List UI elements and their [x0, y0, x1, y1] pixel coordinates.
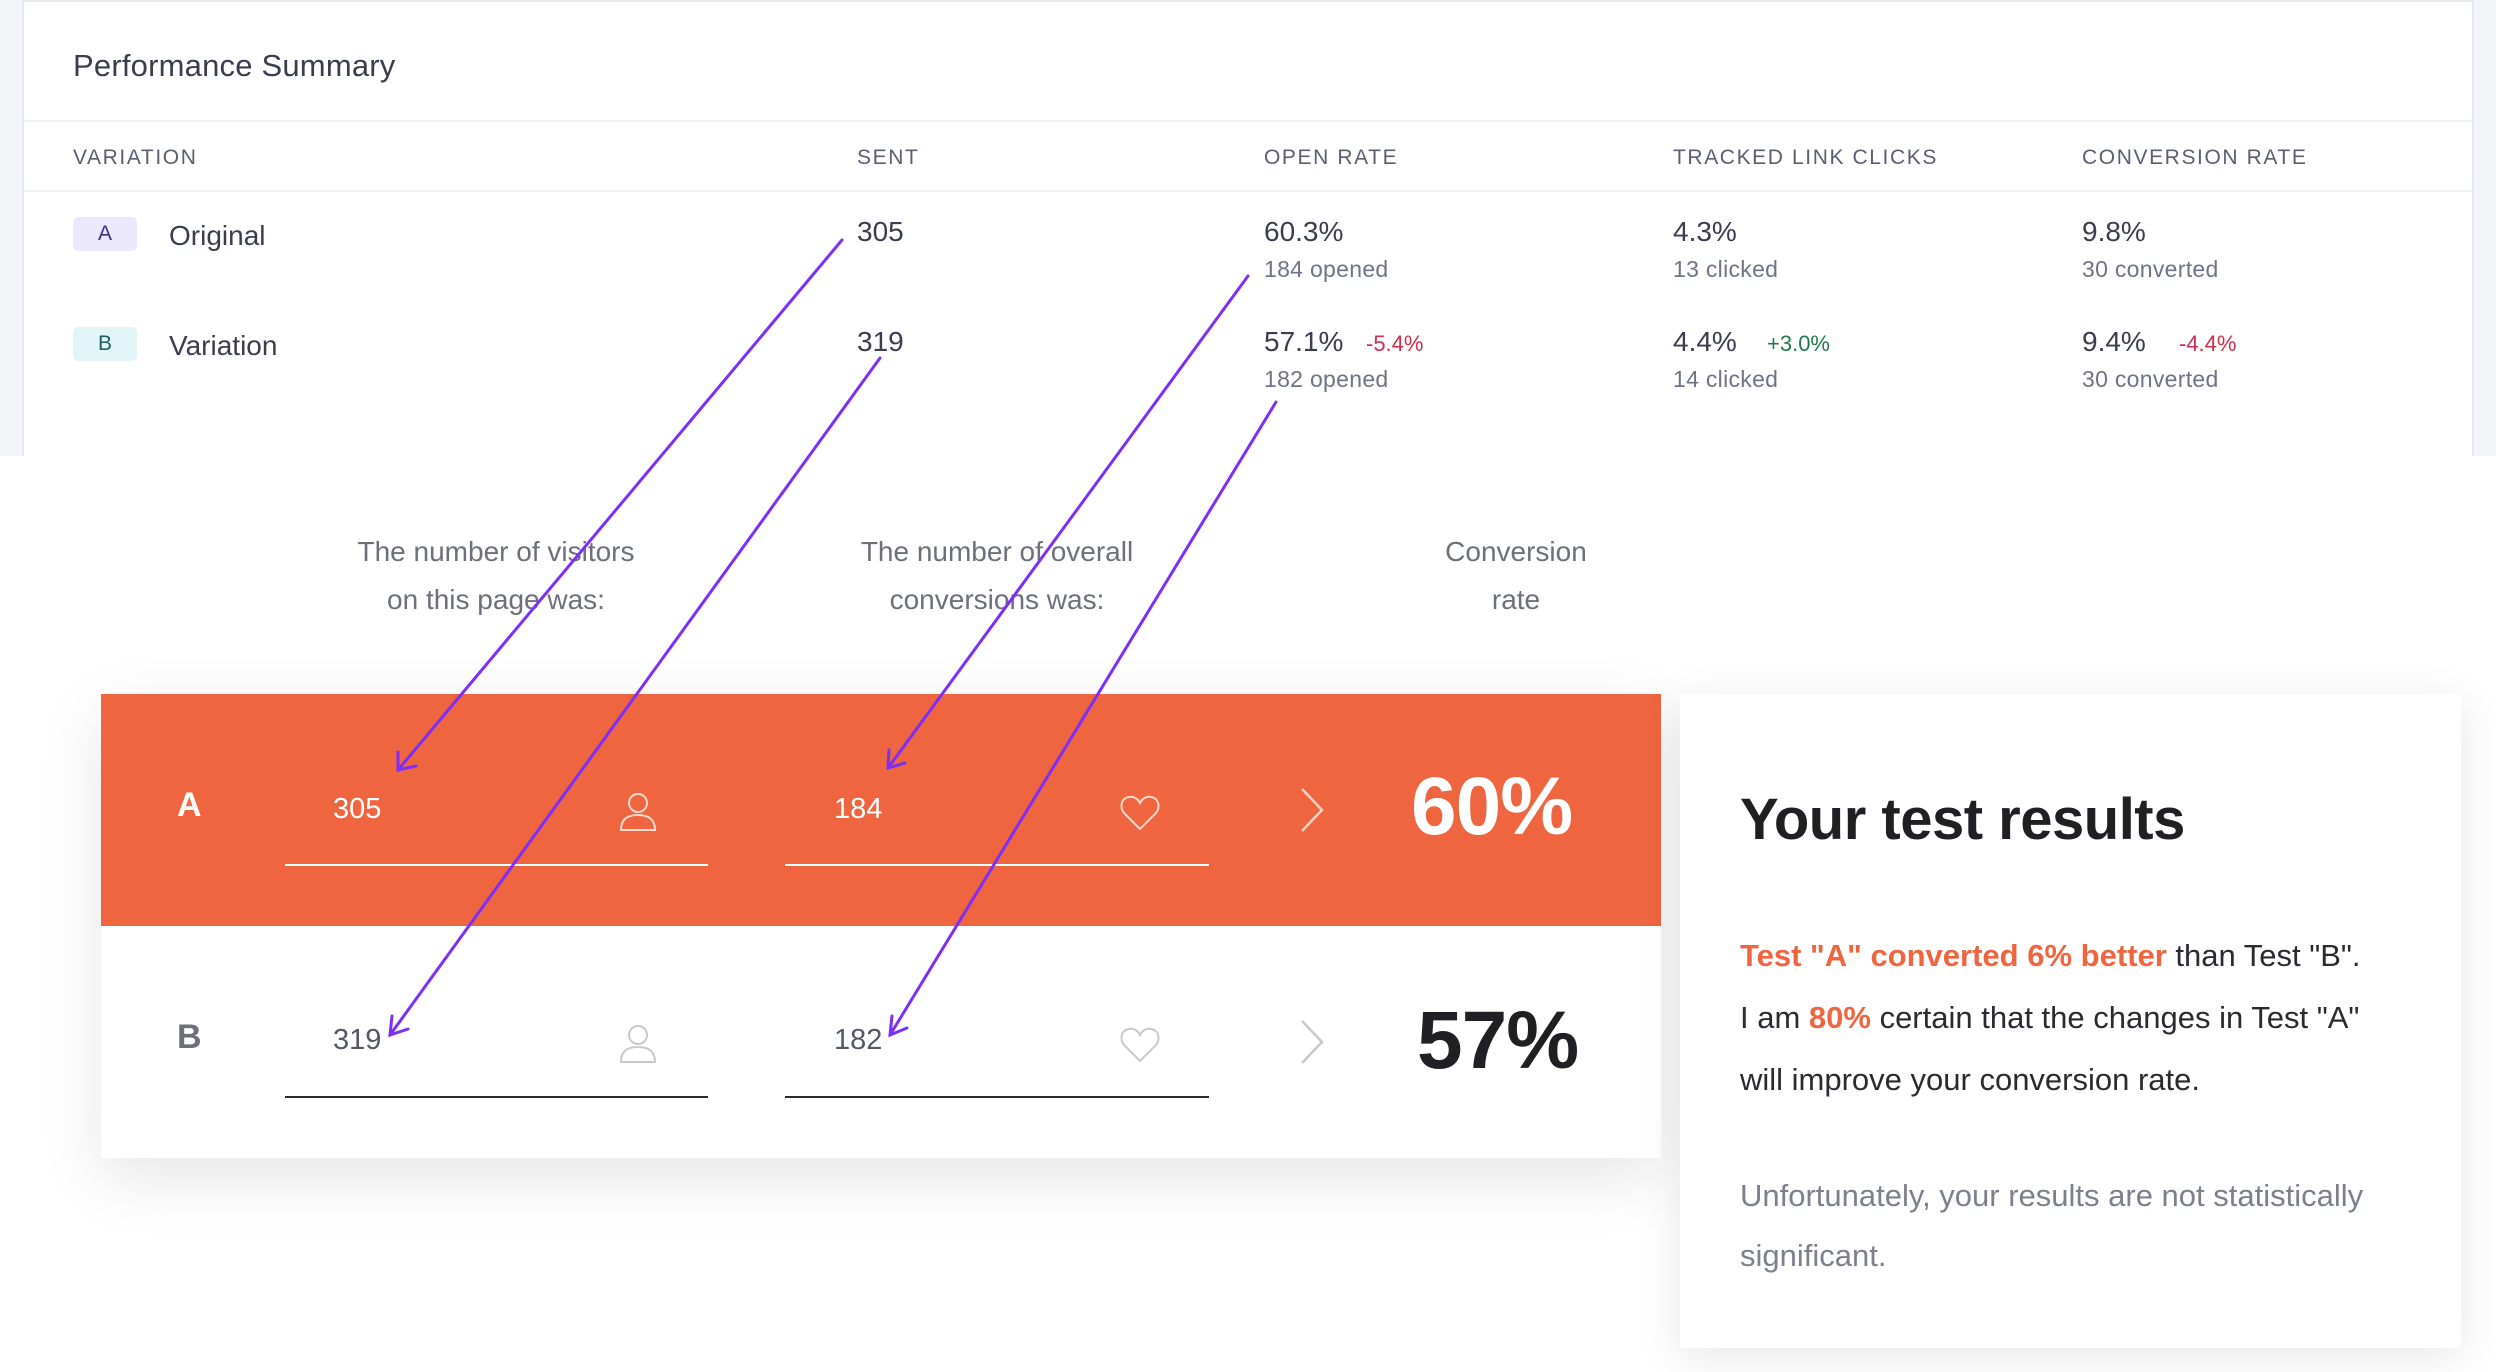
conversions-label-line2: conversions was: — [889, 584, 1105, 615]
visitors-underline — [285, 1096, 708, 1098]
visitors-underline — [285, 864, 708, 866]
results-highlight-certainty: 80% — [1808, 1000, 1871, 1035]
conversion-rate-label-line2: rate — [1491, 584, 1541, 615]
clicks-rate-value: 4.4% — [1673, 326, 1737, 357]
variation-name: Variation — [169, 330, 278, 361]
results-line-2-pre: I am — [1740, 1000, 1809, 1035]
conversions-underline — [785, 1096, 1209, 1098]
user-icon — [619, 793, 657, 831]
open-rate-value: 60.3% — [1264, 216, 1344, 247]
visitors-input[interactable]: 305 — [333, 793, 382, 825]
conversions-input[interactable]: 182 — [834, 1024, 883, 1056]
calculator-row-a: A 305 184 60% — [101, 694, 1661, 926]
opened-count: 182 opened — [1264, 366, 1389, 392]
user-icon — [619, 1025, 657, 1063]
conversions-label-line1: The number of overall — [860, 536, 1134, 567]
performance-summary-panel: Performance Summary VARIATION SENT OPEN … — [0, 0, 2496, 456]
clicks-rate-delta: +3.0% — [1767, 331, 1830, 356]
col-header-tracked-link-clicks: TRACKED LINK CLICKS — [1673, 146, 1938, 169]
conversions-underline — [785, 864, 1209, 866]
ab-calculator: A 305 184 60% B 319 182 5 — [101, 694, 1661, 1158]
converted-count: 30 converted — [2082, 256, 2219, 282]
row-letter: A — [177, 786, 202, 824]
chevron-right-icon — [1301, 788, 1324, 832]
col-header-sent: SENT — [857, 146, 920, 169]
results-title: Your test results — [1740, 787, 2185, 852]
visitors-input[interactable]: 319 — [333, 1024, 382, 1056]
opened-count: 184 opened — [1264, 256, 1389, 282]
clicked-count: 13 clicked — [1673, 256, 1779, 282]
conversion-rate-label-line1: Conversion — [1445, 536, 1587, 567]
conversion-rate-delta: -4.4% — [2179, 331, 2237, 356]
heart-icon — [1120, 1027, 1160, 1063]
sent-value: 319 — [857, 326, 904, 357]
results-line-1: Test "A" converted 6% better than Test "… — [1740, 938, 2361, 974]
results-line-3: will improve your conversion rate. — [1740, 1062, 2201, 1097]
test-results-card: Your test results Test "A" converted 6% … — [1680, 694, 2461, 1348]
results-highlight-better: Test "A" converted 6% better — [1740, 938, 2167, 973]
clicked-count: 14 clicked — [1673, 366, 1779, 392]
visitors-label-line2: on this page was: — [387, 584, 605, 615]
summary-title: Performance Summary — [73, 48, 396, 83]
heart-icon — [1120, 795, 1160, 831]
col-header-open-rate: OPEN RATE — [1264, 146, 1399, 169]
variation-badge-a: A — [73, 217, 137, 251]
visitors-label: The number of visitors on this page was: — [300, 528, 692, 624]
col-header-variation: VARIATION — [73, 146, 198, 169]
visitors-label-line1: The number of visitors — [357, 536, 635, 567]
results-line-2: I am 80% certain that the changes in Tes… — [1740, 1000, 2359, 1036]
conversion-rate-result: 57% — [1417, 995, 1579, 1086]
calculator-row-b: B 319 182 57% — [101, 926, 1661, 1158]
header-divider — [24, 190, 2472, 192]
conversion-rate-value: 9.4% — [2082, 326, 2146, 357]
open-rate-delta: -5.4% — [1366, 331, 1424, 356]
conversions-label: The number of overall conversions was: — [800, 528, 1194, 624]
col-header-conversion-rate: CONVERSION RATE — [2082, 146, 2308, 169]
chevron-right-icon — [1301, 1020, 1324, 1064]
conversion-rate-value: 9.8% — [2082, 216, 2146, 247]
conversions-input[interactable]: 184 — [834, 793, 883, 825]
row-letter: B — [177, 1018, 202, 1056]
conversion-rate-label: Conversion rate — [1380, 528, 1652, 624]
variation-badge-b: B — [73, 327, 137, 361]
results-significance-note: Unfortunately, your results are not stat… — [1740, 1178, 2364, 1273]
summary-title-divider — [24, 120, 2472, 122]
converted-count: 30 converted — [2082, 366, 2219, 392]
sent-value: 305 — [857, 216, 904, 247]
clicks-rate-value: 4.3% — [1673, 216, 1737, 247]
results-line-2-rest: certain that the changes in Test "A" — [1870, 1000, 2360, 1035]
conversion-rate-result: 60% — [1411, 761, 1573, 852]
results-line-1-rest: than Test "B". — [2166, 938, 2361, 973]
performance-summary-card: Performance Summary VARIATION SENT OPEN … — [22, 0, 2474, 456]
open-rate-value: 57.1% — [1264, 326, 1344, 357]
variation-name: Original — [169, 220, 266, 251]
